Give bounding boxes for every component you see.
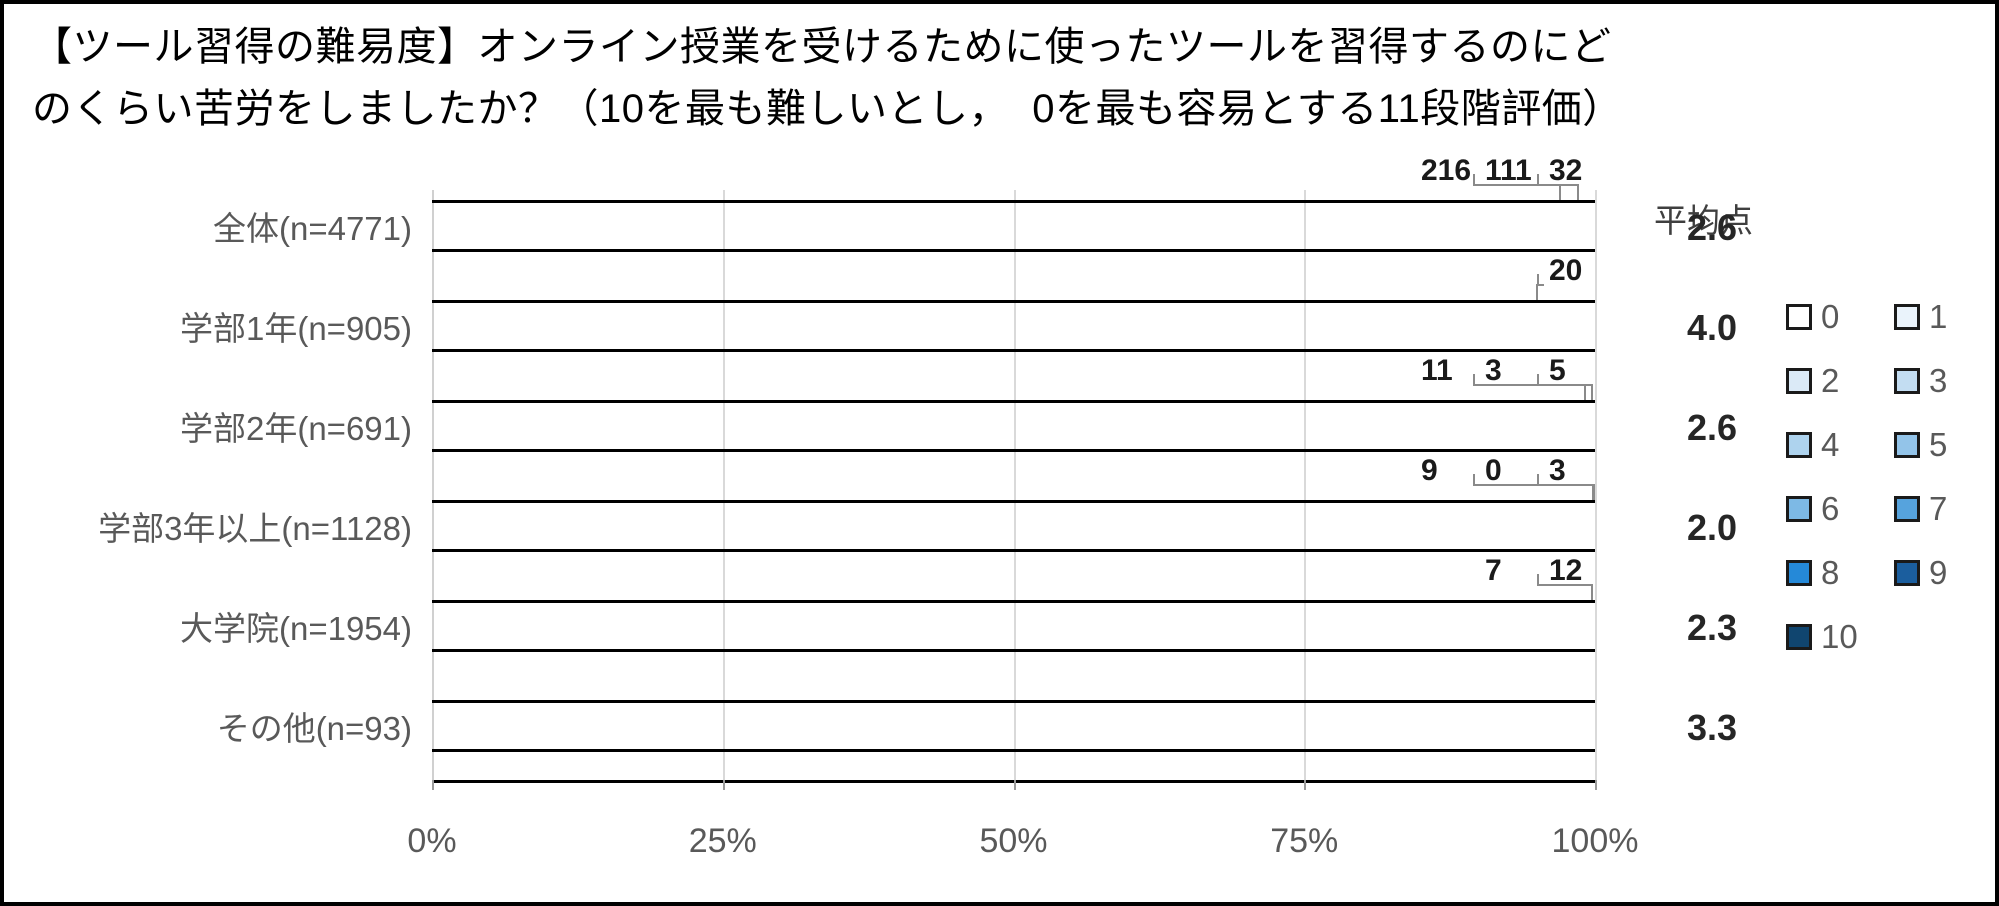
segment-callout-9: 0 [1485, 454, 1502, 487]
legend-item-8[interactable]: 8 [1786, 556, 1839, 589]
stacked-bar [432, 700, 1595, 752]
gridline-25 [722, 190, 725, 790]
category-label: その他(n=93) [216, 710, 412, 747]
legend-swatch-8 [1786, 559, 1812, 586]
legend-swatch-0 [1786, 303, 1812, 330]
x-tick-label-0%: 0% [407, 822, 457, 860]
category-label: 学部2年(n=691) [179, 410, 412, 447]
plot-area: 216 111 32 20 11 3 5 9 0 3 7 12 [432, 156, 1597, 790]
gridline-75 [1304, 190, 1307, 790]
x-tick-label-75%: 75% [1270, 822, 1339, 860]
stacked-bar [432, 500, 1595, 552]
x-tick-0% [432, 780, 434, 790]
legend-item-1[interactable]: 1 [1894, 300, 1947, 333]
mean-value: 2.6 [1686, 407, 1738, 448]
legend-swatch-5 [1894, 431, 1920, 458]
segment-callout-9: 7 [1485, 554, 1502, 587]
legend-swatch-2 [1786, 367, 1812, 394]
legend-label: 7 [1929, 490, 1948, 527]
mean-value: 2.3 [1686, 607, 1738, 648]
gridlines [432, 190, 1597, 790]
legend-item-4[interactable]: 4 [1786, 428, 1839, 461]
x-tick-100% [1595, 780, 1597, 790]
stacked-bar [432, 200, 1595, 252]
category-label: 全体(n=4771) [212, 210, 412, 247]
chart-title: 【ツール習得の難易度】オンライン授業を受けるために使ったツールを習得するのにど … [32, 25, 1623, 131]
bar-row: 11 3 5 [432, 356, 1595, 452]
legend-item-9[interactable]: 9 [1894, 556, 1947, 589]
legend-label: 4 [1821, 426, 1840, 463]
gridline-50 [1013, 190, 1016, 790]
legend-item-10[interactable]: 10 [1786, 620, 1858, 653]
legend-swatch-10 [1786, 623, 1812, 650]
x-tick-label-50%: 50% [979, 822, 1048, 860]
mean-value: 2.6 [1686, 207, 1738, 248]
x-tick-label-25%: 25% [688, 822, 757, 860]
stacked-bar [432, 400, 1595, 452]
segment-callout-10: 5 [1549, 354, 1566, 387]
x-tick-25% [722, 780, 725, 790]
x-tick-75% [1304, 780, 1307, 790]
segment-callout-8: 9 [1421, 454, 1438, 487]
segment-callout-8: 111 [1485, 154, 1532, 187]
legend-label: 10 [1821, 618, 1858, 655]
legend-label: 2 [1821, 362, 1840, 399]
bar-row [432, 700, 1595, 752]
category-label: 学部3年以上(n=1128) [98, 510, 412, 547]
stacked-bar [432, 600, 1595, 652]
segment-callout-9: 32 [1549, 154, 1583, 187]
legend-label: 9 [1929, 554, 1948, 591]
x-tick-50% [1013, 780, 1016, 790]
mean-value: 3.3 [1686, 707, 1738, 748]
segment-callout-9: 3 [1485, 354, 1502, 387]
gridline-100 [1595, 190, 1597, 790]
segment-callout-9: 20 [1549, 254, 1583, 287]
legend-label: 6 [1821, 490, 1840, 527]
bar-row: 9 0 3 [432, 456, 1596, 552]
legend-swatch-6 [1786, 495, 1812, 522]
segment-callout-7: 216 [1421, 154, 1472, 187]
legend-label: 1 [1929, 298, 1948, 335]
legend-item-5[interactable]: 5 [1894, 428, 1947, 461]
bar-row: 7 12 [432, 556, 1595, 652]
legend-label: 0 [1821, 298, 1840, 335]
mean-value: 4.0 [1686, 307, 1738, 348]
legend-item-7[interactable]: 7 [1894, 492, 1947, 525]
segment-callout-10: 12 [1549, 554, 1583, 587]
segment-callout-10: 3 [1549, 454, 1566, 487]
legend-swatch-7 [1894, 495, 1920, 522]
category-label: 大学院(n=1954) [179, 610, 412, 647]
mean-column-header: 平均点 [1654, 202, 1753, 239]
legend-swatch-9 [1894, 559, 1920, 586]
segment-callout-8: 11 [1421, 354, 1453, 387]
legend-label: 8 [1821, 554, 1840, 591]
x-tick-label-100%: 100% [1551, 822, 1639, 860]
legend-item-6[interactable]: 6 [1786, 492, 1839, 525]
legend-label: 5 [1929, 426, 1948, 463]
legend-swatch-4 [1786, 431, 1812, 458]
stacked-bar [432, 300, 1595, 352]
legend-item-0[interactable]: 0 [1786, 300, 1839, 333]
mean-value: 2.0 [1686, 507, 1738, 548]
legend-item-3[interactable]: 3 [1894, 364, 1947, 397]
legend-swatch-1 [1894, 303, 1920, 330]
category-label: 学部1年(n=905) [179, 310, 412, 347]
legend-swatch-3 [1894, 367, 1920, 394]
bar-row: 20 [432, 256, 1595, 352]
legend-label: 3 [1929, 362, 1948, 399]
bar-row: 216 111 32 [432, 156, 1595, 252]
legend-item-2[interactable]: 2 [1786, 364, 1839, 397]
gridline-0 [432, 190, 434, 790]
